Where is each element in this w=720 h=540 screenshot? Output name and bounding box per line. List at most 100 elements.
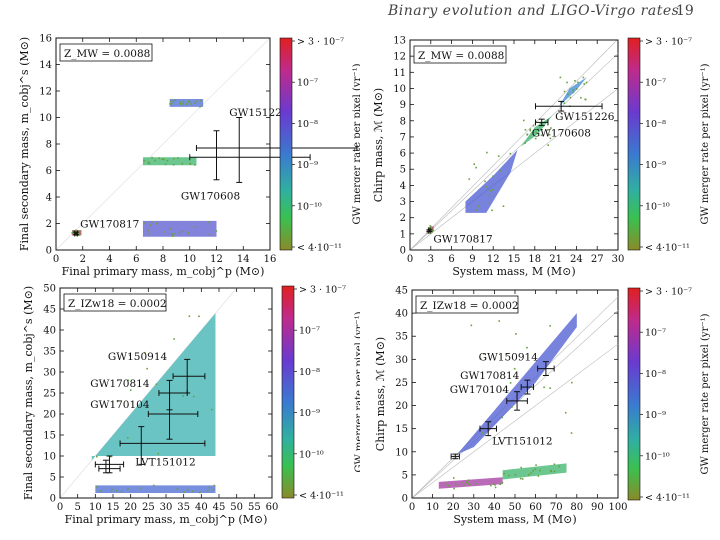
density-dot	[492, 175, 494, 177]
x-tick-label: 45	[213, 502, 226, 513]
colorbar-tick-label: < 4·10⁻¹¹	[297, 243, 342, 254]
density-dot	[509, 152, 512, 155]
density-dot	[182, 395, 185, 397]
density-dot	[582, 76, 585, 79]
density-dot	[190, 103, 192, 105]
x-tick-label: 24	[570, 254, 583, 265]
density-dot	[73, 230, 75, 233]
density-dot	[539, 122, 542, 124]
y-tick-label: 0	[50, 494, 56, 505]
colorbar-tick-label: > 3 · 10⁻⁷	[645, 287, 692, 298]
y-tick-label: 4	[400, 181, 406, 192]
density-dot	[486, 151, 488, 154]
density-dot	[146, 367, 148, 370]
metallicity-label: Z_MW = 0.0088	[418, 50, 504, 62]
density-dot	[171, 233, 173, 235]
event-label: GW170814	[460, 370, 520, 382]
density-dot	[144, 222, 146, 224]
density-dot	[522, 119, 525, 122]
density-dot	[570, 432, 573, 434]
colorbar-tick-label: 10⁻¹⁰	[299, 449, 324, 460]
density-dot	[172, 163, 175, 166]
density-dot	[158, 157, 160, 159]
y-tick-label: 15	[43, 431, 56, 442]
y-tick-label: 10	[395, 447, 408, 458]
density-dot	[169, 227, 171, 230]
x-tick-label: 12	[487, 254, 500, 265]
x-tick-label: 80	[570, 502, 583, 513]
colorbar-label: GW merger rate per pixel (yr⁻¹)	[700, 63, 711, 224]
colorbar-tick-label: 10⁻⁷	[645, 78, 666, 89]
colorbar-tick-label: 10⁻⁷	[299, 326, 320, 337]
density-dot	[549, 137, 552, 140]
reference-line	[409, 39, 618, 251]
density-dot	[492, 483, 495, 485]
y-tick-label: 40	[395, 309, 408, 320]
colorbar-tick-label: 10⁻⁷	[297, 78, 318, 89]
density-dot	[526, 133, 529, 136]
x-tick-label: 2	[80, 254, 86, 265]
axes: 0 2 4 6 8 10 12 14 16 0 2 4 6 8 10 12 14 16	[39, 34, 276, 266]
density-dot	[455, 483, 457, 486]
reference-line	[411, 310, 619, 499]
y-tick-label: 14	[39, 60, 52, 71]
reference-line	[409, 53, 619, 251]
y-axis-label: Chirp mass, ℳ (M⊙)	[372, 88, 385, 202]
density-dot	[447, 484, 450, 487]
x-axis-label: Final primary mass, m_cobj^p (M⊙)	[65, 513, 268, 526]
density-dot	[475, 482, 477, 485]
density-dot	[200, 99, 202, 102]
density-dot	[569, 96, 572, 99]
density-dot	[470, 324, 473, 327]
event-marker	[195, 117, 358, 183]
density-dot	[182, 100, 185, 103]
density-dot	[430, 228, 433, 230]
density-dot	[445, 482, 447, 485]
density-dot	[179, 103, 182, 105]
x-axis-label: Final primary mass, m_cobj^p (M⊙)	[62, 265, 265, 278]
colorbar-tick-label: 10⁻¹⁰	[645, 201, 670, 212]
density-dot	[467, 479, 470, 482]
density-dot	[485, 186, 487, 188]
event-label: GW170104	[90, 399, 150, 411]
density-dot	[526, 346, 528, 349]
event-marker	[73, 230, 80, 237]
x-tick-label: 8	[160, 254, 166, 265]
density-dot	[549, 325, 551, 327]
y-tick-label: 35	[43, 347, 56, 358]
density-dot	[77, 232, 80, 235]
density-dot	[150, 221, 153, 223]
density-dot	[157, 452, 160, 455]
density-dot	[75, 234, 78, 237]
x-tick-label: 60	[266, 502, 279, 513]
density-dot	[189, 162, 191, 165]
density-dot	[427, 232, 430, 234]
colorbar-label: GW merger rate per pixel (yr⁻¹)	[354, 311, 360, 472]
y-tick-label: 50	[43, 284, 56, 295]
density-dot	[465, 481, 468, 483]
event-marker	[172, 358, 206, 394]
density-dot	[503, 472, 505, 475]
x-tick-label: 0	[53, 254, 59, 265]
y-tick-label: 9	[400, 100, 406, 111]
colorbar-tick-label: < 4·10⁻¹¹	[645, 493, 690, 504]
metallicity-label: Z_IZw18 = 0.0002	[420, 300, 519, 312]
y-tick-label: 20	[395, 401, 408, 412]
density-dot	[502, 205, 505, 208]
y-tick-label: 3	[400, 197, 406, 208]
density-dot	[553, 470, 556, 473]
y-tick-label: 25	[395, 378, 408, 389]
density-dot	[71, 232, 73, 234]
x-tick-label: 30	[467, 502, 480, 513]
density-dot	[182, 103, 184, 105]
density-dot	[432, 229, 435, 232]
density-dot	[514, 473, 517, 476]
density-dot	[574, 80, 576, 82]
event-marker	[94, 455, 125, 474]
density-dot	[194, 102, 196, 104]
density-dot	[491, 188, 494, 191]
y-tick-label: 0	[402, 494, 408, 505]
y-tick-label: 4	[46, 193, 52, 204]
y-tick-label: 35	[395, 332, 408, 343]
density-dot	[521, 478, 524, 480]
